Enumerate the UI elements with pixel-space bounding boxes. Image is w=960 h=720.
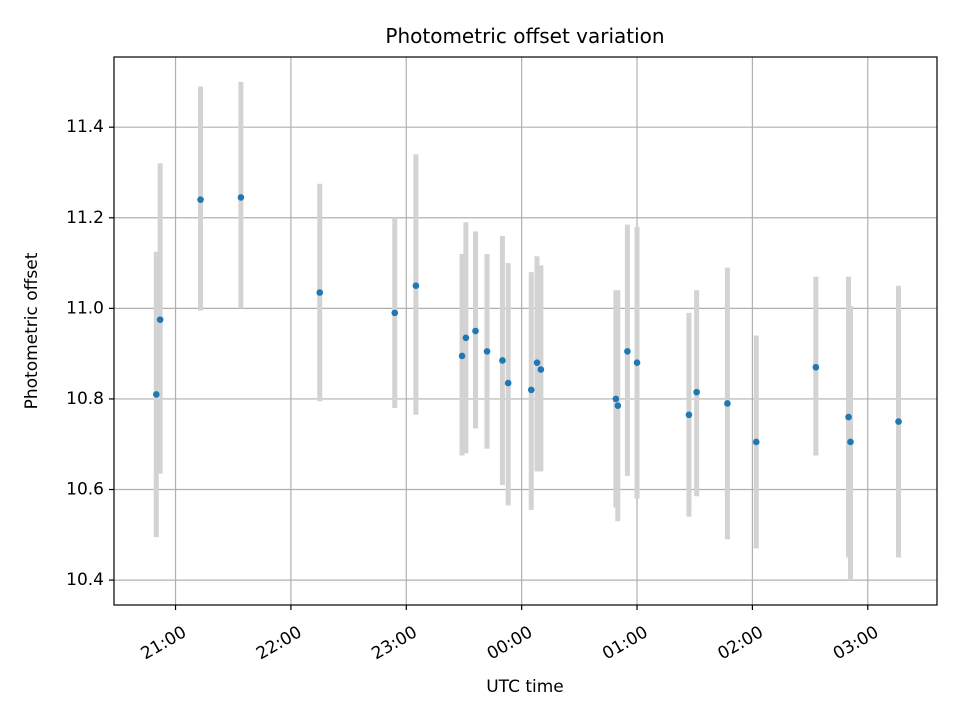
y-axis-ticks: 10.4 10.6 10.8 11.0 11.2 11.4 xyxy=(66,117,114,590)
x-tick-label: 23:00 xyxy=(368,622,420,664)
data-point xyxy=(847,438,854,446)
data-points xyxy=(153,194,902,446)
y-tick-label: 11.0 xyxy=(66,298,104,318)
data-point xyxy=(504,379,512,387)
data-point xyxy=(633,359,641,367)
data-point xyxy=(693,388,700,396)
y-axis-label: Photometric offset xyxy=(22,252,42,409)
data-point xyxy=(537,366,545,373)
x-tick-label: 22:00 xyxy=(253,622,305,664)
data-point xyxy=(724,400,731,407)
data-point xyxy=(237,194,245,201)
data-point xyxy=(472,327,479,335)
data-point xyxy=(685,411,693,419)
y-tick-label: 10.4 xyxy=(66,570,104,590)
y-tick-label: 11.2 xyxy=(66,208,104,228)
data-point xyxy=(197,196,204,203)
data-point xyxy=(483,348,491,355)
x-tick-label: 00:00 xyxy=(484,622,536,664)
chart-title: Photometric offset variation xyxy=(385,24,664,48)
x-tick-label: 01:00 xyxy=(599,622,651,664)
data-point xyxy=(752,438,760,446)
y-tick-label: 10.8 xyxy=(66,389,104,409)
data-point xyxy=(527,386,535,394)
x-tick-label: 21:00 xyxy=(138,622,190,664)
x-tick-label: 03:00 xyxy=(830,622,882,664)
data-point xyxy=(458,352,466,360)
x-tick-label: 02:00 xyxy=(714,622,766,664)
x-axis-ticks: 21:00 22:00 23:00 00:00 01:00 02:00 03:00 xyxy=(138,605,882,664)
data-point xyxy=(316,289,324,296)
data-point xyxy=(412,282,420,290)
y-tick-label: 10.6 xyxy=(66,480,104,500)
data-point xyxy=(391,309,399,317)
data-point xyxy=(612,395,620,403)
plot-frame xyxy=(113,56,938,606)
y-tick-label: 11.4 xyxy=(66,117,104,137)
data-point xyxy=(156,316,164,323)
data-point xyxy=(895,418,902,425)
data-point xyxy=(153,391,160,398)
data-point xyxy=(614,402,622,410)
data-point xyxy=(624,348,631,355)
error-bars xyxy=(153,81,902,581)
data-point xyxy=(533,359,541,367)
x-axis-label: UTC time xyxy=(486,677,564,697)
data-point xyxy=(462,334,470,342)
data-point xyxy=(812,363,820,371)
data-point xyxy=(499,357,506,364)
data-point xyxy=(845,413,852,421)
